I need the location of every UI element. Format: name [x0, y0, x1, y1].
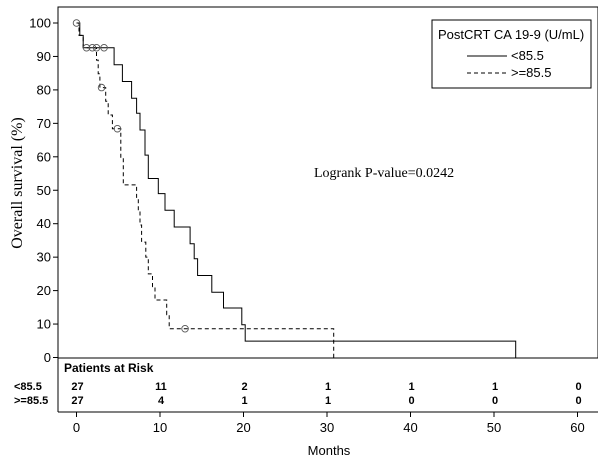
y-axis-tick-labels: 0 10 20 30 40 50 60 70 80 90 100	[29, 16, 51, 366]
legend: PostCRT CA 19-9 (U/mL) <85.5 >=85.5	[431, 19, 592, 89]
risk-table: <85.5 27 11 2 1 1 1 0>=85.5 27 4 1 1 0 0 0	[14, 381, 582, 407]
x-tick-label-30: 30	[320, 420, 334, 435]
risk-count-1-2: 1	[241, 395, 247, 407]
x-tick-label-0: 0	[73, 420, 80, 435]
x-tick-label-20: 20	[236, 420, 250, 435]
y-axis-ticks	[53, 22, 58, 358]
x-tick-label-50: 50	[487, 420, 501, 435]
logrank-annotation: Logrank P-value=0.0242	[314, 166, 454, 181]
censor-mark-1-6	[181, 324, 189, 333]
risk-count-1-1: 4	[158, 395, 165, 407]
x-tick-label-10: 10	[153, 420, 167, 435]
risk-row-label-0: <85.5	[14, 381, 42, 393]
risk-count-1-5: 0	[492, 395, 498, 407]
risk-count-0-3: 1	[325, 381, 331, 393]
y-tick-label-100: 100	[29, 16, 51, 31]
y-tick-label-40: 40	[37, 216, 51, 231]
censor-mark-1-4	[97, 83, 106, 92]
risk-row-label-1: >=85.5	[14, 395, 48, 407]
x-tick-label-60: 60	[570, 420, 584, 435]
censor-mark-1-2	[88, 44, 97, 52]
risk-count-0-5: 1	[492, 381, 498, 393]
x-tick-label-40: 40	[403, 420, 417, 435]
y-tick-label-10: 10	[37, 317, 51, 332]
censor-mark-1-3	[100, 44, 108, 52]
risk-count-0-4: 1	[408, 381, 414, 393]
risk-count-0-6: 0	[575, 381, 581, 393]
risk-count-1-6: 0	[575, 395, 581, 407]
legend-entry-0: <85.5	[511, 48, 544, 63]
survival-curves	[76, 22, 517, 358]
y-tick-label-90: 90	[37, 49, 51, 64]
curve-series-0	[76, 22, 517, 358]
legend-entry-1: >=85.5	[511, 65, 552, 80]
legend-box	[431, 19, 592, 89]
y-tick-label-30: 30	[37, 250, 51, 265]
plot-frame	[57, 6, 598, 359]
censor-mark-1-0	[72, 19, 81, 27]
risk-count-0-2: 2	[241, 381, 247, 393]
risk-count-0-1: 11	[155, 381, 167, 393]
risk-count-0-0: 27	[71, 381, 83, 393]
censor-mark-1-5	[113, 124, 122, 133]
y-tick-label-70: 70	[37, 116, 51, 131]
y-axis-label: Overall survival (%)	[9, 117, 26, 249]
y-tick-label-0: 0	[44, 350, 51, 365]
legend-title: PostCRT CA 19-9 (U/mL)	[438, 27, 584, 42]
x-axis-tick-labels: 0 10 20 30 40 50 60	[73, 420, 585, 435]
y-tick-label-60: 60	[37, 149, 51, 164]
y-tick-label-50: 50	[37, 183, 51, 198]
y-tick-label-20: 20	[37, 283, 51, 298]
risk-table-title: Patients at Risk	[64, 361, 154, 375]
risk-count-1-4: 0	[408, 395, 414, 407]
x-axis-label: Months	[308, 443, 351, 458]
censor-marks	[72, 19, 189, 333]
curve-series-1	[76, 22, 335, 358]
censor-mark-1-1	[82, 44, 91, 52]
risk-count-1-0: 27	[71, 395, 83, 407]
risk-count-1-3: 1	[325, 395, 331, 407]
y-tick-label-80: 80	[37, 82, 51, 97]
censor-mark-0-0	[92, 44, 101, 52]
x-axis-ticks	[76, 412, 578, 417]
